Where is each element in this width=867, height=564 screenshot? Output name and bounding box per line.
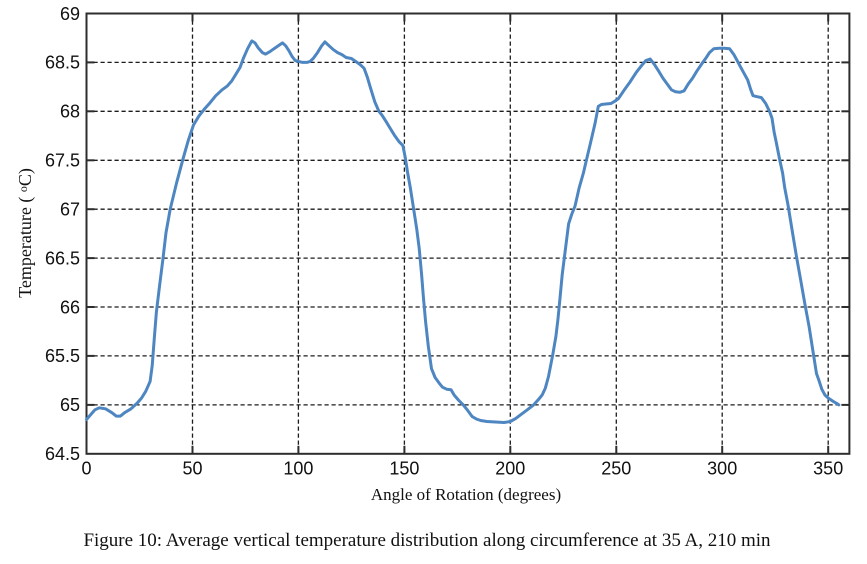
svg-text:67: 67 xyxy=(60,200,80,220)
svg-text:0: 0 xyxy=(81,459,91,479)
svg-text:65.5: 65.5 xyxy=(45,346,80,366)
svg-text:150: 150 xyxy=(389,459,419,479)
svg-text:69: 69 xyxy=(60,4,80,24)
svg-text:250: 250 xyxy=(601,459,631,479)
svg-text:64.5: 64.5 xyxy=(45,444,80,464)
svg-text:100: 100 xyxy=(283,459,313,479)
svg-text:200: 200 xyxy=(495,459,525,479)
svg-text:300: 300 xyxy=(707,459,737,479)
svg-text:Angle of Rotation (degrees): Angle of Rotation (degrees) xyxy=(371,485,561,504)
svg-text:66.5: 66.5 xyxy=(45,248,80,268)
svg-text:67.5: 67.5 xyxy=(45,151,80,171)
svg-text:350: 350 xyxy=(813,459,843,479)
svg-text:50: 50 xyxy=(182,459,202,479)
svg-text:Figure 10: Average vertical te: Figure 10: Average vertical temperature … xyxy=(83,530,771,551)
svg-text:65: 65 xyxy=(60,395,80,415)
svg-text:Temperature ( oC): Temperature ( oC) xyxy=(15,168,36,298)
svg-text:66: 66 xyxy=(60,297,80,317)
svg-text:68.5: 68.5 xyxy=(45,53,80,73)
svg-text:68: 68 xyxy=(60,102,80,122)
